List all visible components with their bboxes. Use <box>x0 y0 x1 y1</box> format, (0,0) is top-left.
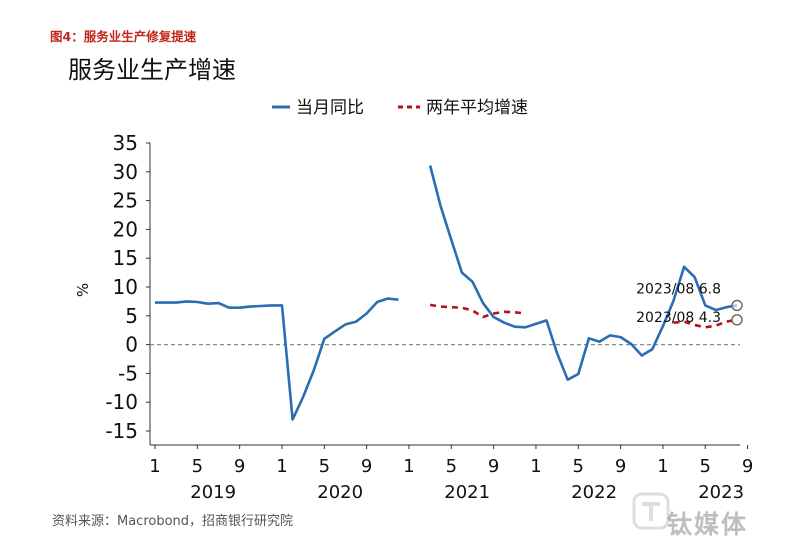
x-tick-label: 5 <box>319 456 330 477</box>
chart-title: 服务业生产增速 <box>68 56 236 84</box>
y-tick-label: 0 <box>125 333 138 357</box>
y-tick-label: -5 <box>118 361 138 385</box>
y-tick-label: -10 <box>105 390 138 414</box>
x-tick-label: 9 <box>234 456 245 477</box>
x-tick-label: 5 <box>446 456 457 477</box>
legend: 当月同比 两年平均增速 <box>272 98 528 118</box>
y-tick-label: 5 <box>125 304 138 328</box>
x-tick-label: 1 <box>403 456 414 477</box>
y-tick-label: 15 <box>113 246 138 270</box>
watermark-text: 钛媒体 <box>667 510 749 539</box>
x-tick-label: 9 <box>615 456 626 477</box>
x-tick-label: 1 <box>657 456 668 477</box>
legend-label-avg: 两年平均增速 <box>426 98 528 118</box>
y-ticks: -15 -10 -5 0 5 10 15 20 25 30 35 <box>105 131 150 443</box>
y-tick-label: 20 <box>113 217 138 241</box>
annotation-label: 2023/08 4.3 <box>636 310 721 326</box>
annotation-marker <box>731 299 743 312</box>
figure-label: 图4：服务业生产修复提速 <box>50 29 197 44</box>
x-year-label: 2020 <box>317 482 363 503</box>
y-tick-label: 10 <box>113 275 138 299</box>
x-tick-label: 9 <box>488 456 499 477</box>
annotation-marker <box>731 314 743 326</box>
x-tick-label: 1 <box>149 456 160 477</box>
x-tick-label: 1 <box>276 456 287 477</box>
annotation-label: 2023/08 6.8 <box>636 281 721 297</box>
source-note: 资料来源：Macrobond，招商银行研究院 <box>52 514 294 529</box>
x-year-label: 2019 <box>190 482 236 503</box>
x-year-label: 2022 <box>571 482 617 503</box>
x-tick-label: 5 <box>192 456 203 477</box>
series-line-monthly <box>155 165 738 421</box>
x-year-label: 2023 <box>698 482 744 503</box>
watermark-logo-icon <box>632 492 670 530</box>
annotations: 2023/08 6.8 2023/08 4.3 <box>636 281 743 326</box>
y-tick-label: 35 <box>113 131 138 155</box>
y-axis-label: % <box>74 283 92 297</box>
x-tick-label: 5 <box>700 456 711 477</box>
x-ticks: 1 5 9 1 5 9 1 5 9 1 5 9 1 5 9 2019 2020 2021 2022 2023 <box>149 445 753 503</box>
x-tick-label: 5 <box>573 456 584 477</box>
x-tick-label: 9 <box>361 456 372 477</box>
x-year-label: 2021 <box>444 482 490 503</box>
series <box>155 165 738 421</box>
y-tick-label: -15 <box>105 419 138 443</box>
y-tick-label: 25 <box>113 189 138 213</box>
x-tick-label: 9 <box>742 456 753 477</box>
series-line-two-year-avg <box>429 303 738 329</box>
x-tick-label: 1 <box>530 456 541 477</box>
y-tick-label: 30 <box>113 160 138 184</box>
legend-label-monthly: 当月同比 <box>296 98 364 118</box>
